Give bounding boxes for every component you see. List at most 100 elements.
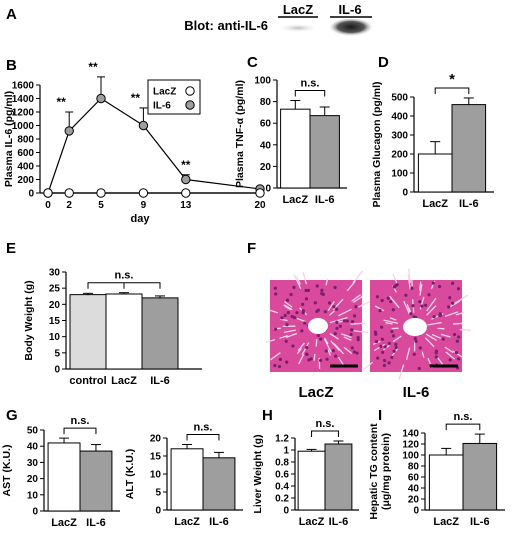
x-tick-label: 13 (180, 200, 192, 211)
sinusoid-streak (452, 350, 464, 359)
sinusoid-streak (419, 284, 423, 296)
x-tick-label: 0 (45, 200, 51, 211)
nucleus-dot (284, 339, 288, 343)
nucleus-dot (285, 323, 289, 327)
sinusoid-streak (389, 317, 397, 321)
blot-lane-lacz: LacZ (283, 2, 313, 17)
y-tick-label: 20 (408, 495, 420, 506)
sinusoid-streak (440, 333, 451, 338)
nucleus-dot (324, 349, 328, 353)
nucleus-dot (323, 310, 327, 314)
nucleus-dot (285, 298, 290, 302)
bar-control (69, 294, 107, 370)
series-line-1 (47, 97, 261, 194)
y-tick-label: 50 (27, 426, 39, 437)
data-point (96, 93, 106, 104)
category-label: LacZ (299, 516, 325, 528)
histology-image-il6 (363, 268, 471, 380)
data-point (64, 126, 74, 136)
data-point (181, 188, 191, 198)
nucleus-dot (315, 284, 319, 288)
sinusoid-streak (426, 297, 437, 312)
blot-label: Blot: anti-IL-6 (184, 18, 268, 33)
nucleus-dot (280, 316, 284, 320)
nucleus-dot (382, 358, 387, 363)
x-axis-label: day (131, 213, 151, 225)
sinusoid-streak (407, 274, 411, 290)
sinusoid-streak (351, 294, 361, 302)
category-label: LacZ (51, 517, 77, 529)
significance-mark: ** (88, 60, 98, 74)
significance-label: n.s. (454, 411, 473, 423)
bar-lacz (280, 108, 311, 189)
legend-label: IL-6 (153, 101, 171, 112)
nucleus-dot (389, 300, 393, 304)
nucleus-dot (454, 351, 459, 355)
sinusoid-streak (283, 304, 291, 310)
sinusoid-streak (338, 308, 352, 317)
sinusoid-streak (265, 338, 276, 344)
y-tick-label: 0 (54, 365, 60, 376)
sinusoid-streak (313, 353, 316, 361)
panel-a-letter: A (6, 6, 17, 23)
chart-c: C 0 20 40 60 80 100 Plasma TNF-α (pg/ml) LacZ IL-… (234, 54, 347, 206)
nucleus-dot (331, 349, 336, 353)
sinusoid-streak (419, 281, 422, 291)
nucleus-dot (319, 337, 323, 341)
blot-lane-il6: IL-6 (338, 2, 361, 17)
nucleus-dot (335, 307, 339, 311)
nucleus-dot (349, 332, 353, 337)
y-tick-label: 60 (260, 119, 272, 130)
nucleus-dot (424, 303, 428, 307)
sinusoid-streak (298, 353, 305, 365)
data-point (181, 174, 191, 185)
nucleus-dot (395, 283, 399, 287)
y-tick-label: 10 (27, 490, 39, 501)
sinusoid-streak (350, 322, 366, 325)
category-label: IL-6 (459, 198, 479, 210)
chart-h: H 00.20.40.60.811.2 Liver Weight (g) LacZ IL… (252, 407, 359, 528)
panel-a: A Blot: anti-IL-6 LacZ IL-6 (6, 2, 373, 36)
nucleus-dot (387, 361, 391, 365)
central-vein (308, 318, 328, 334)
bar-lacz (297, 450, 326, 511)
sinusoid-streak (330, 340, 336, 346)
nucleus-dot (404, 293, 408, 297)
sinusoid-streak (337, 316, 348, 321)
nucleus-dot (418, 346, 422, 350)
sinusoid-streak (296, 317, 306, 323)
nucleus-dot (374, 340, 379, 344)
y-tick-label: 400 (391, 112, 408, 123)
nucleus-dot (456, 357, 461, 361)
significance-label: n.s. (301, 78, 320, 90)
bar-lacz (105, 293, 143, 370)
y-tick-label: 100 (254, 76, 271, 87)
category-label: control (69, 375, 106, 387)
sinusoid-streak (327, 301, 335, 311)
sinusoid-streak (431, 333, 442, 339)
y-tick-label: 20 (260, 162, 272, 173)
panel-i-letter: I (378, 407, 382, 424)
nucleus-dot (291, 344, 295, 348)
blot-band-il6 (329, 18, 373, 36)
panel-f: F LacZ IL-6 (247, 240, 471, 401)
significance-bracket (434, 87, 470, 94)
nucleus-dot (292, 285, 296, 289)
significance-bracket (63, 427, 97, 435)
y-tick-label: 25 (49, 284, 61, 295)
bar-il6 (79, 450, 113, 512)
sinusoid-streak (389, 295, 400, 308)
sinusoid-streak (385, 322, 393, 325)
significance-mark: ** (181, 158, 191, 172)
y-tick-label: 0.6 (275, 470, 289, 481)
nucleus-dot (305, 345, 309, 350)
nucleus-dot (301, 302, 305, 306)
nucleus-dot (273, 327, 278, 331)
nucleus-dot (303, 321, 307, 325)
sinusoid-streak (297, 342, 305, 352)
bar-il6 (141, 297, 179, 370)
significance-label: * (449, 71, 455, 88)
nucleus-dot (295, 311, 299, 315)
nucleus-dot (451, 301, 455, 305)
